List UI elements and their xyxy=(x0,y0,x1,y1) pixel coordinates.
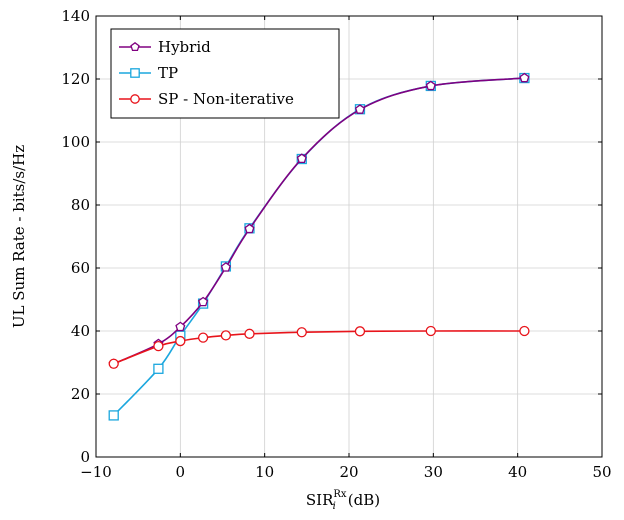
data-point xyxy=(153,340,164,352)
data-point xyxy=(153,363,164,374)
y-tick-label: 120 xyxy=(61,70,90,88)
data-point xyxy=(296,327,307,338)
legend-label: TP xyxy=(158,64,178,82)
legend-label: SP - Non-iterative xyxy=(158,90,294,108)
x-tick-label: 30 xyxy=(424,463,443,481)
data-point xyxy=(296,153,307,163)
x-tick-label: 20 xyxy=(339,463,358,481)
data-point xyxy=(175,321,186,332)
y-tick-label: 40 xyxy=(71,322,90,340)
legend-entry: TP xyxy=(119,64,178,82)
series-layer xyxy=(108,72,530,421)
data-point xyxy=(354,104,366,114)
series-line xyxy=(113,77,525,365)
series-tp xyxy=(108,72,530,421)
data-point xyxy=(244,223,255,234)
y-tick-label: 100 xyxy=(61,133,90,151)
legend-label: Hybrid xyxy=(158,38,211,56)
legend-entry: Hybrid xyxy=(119,38,211,56)
series-line xyxy=(113,330,525,365)
y-axis-label: UL Sum Rate - bits/s/Hz xyxy=(10,145,28,328)
data-point xyxy=(130,68,140,78)
data-point xyxy=(244,328,255,339)
data-point xyxy=(519,72,530,83)
data-point xyxy=(220,330,232,341)
data-point xyxy=(519,325,530,337)
data-point xyxy=(220,262,231,272)
data-point xyxy=(198,296,209,307)
y-tick-label: 0 xyxy=(80,448,90,466)
x-axis-label-sup: Rx xyxy=(333,489,347,500)
series-line xyxy=(113,77,525,416)
series-sp-non-iterative xyxy=(108,325,530,369)
y-tick-label: 80 xyxy=(71,196,90,214)
legend-entry: SP - Non-iterative xyxy=(119,90,294,108)
y-tick-label: 140 xyxy=(61,7,90,25)
data-point xyxy=(197,332,209,343)
data-point xyxy=(425,325,436,337)
x-tick-label: −10 xyxy=(80,463,112,481)
data-point xyxy=(108,358,119,369)
x-tick-label: 40 xyxy=(508,463,527,481)
legend: Hybrid TP SP - Non-iterative xyxy=(110,28,340,119)
data-point xyxy=(425,80,436,91)
x-axis-label-sub: i xyxy=(333,501,336,512)
data-point xyxy=(175,335,186,347)
x-tick-label: 10 xyxy=(255,463,274,481)
data-point xyxy=(108,410,119,421)
x-axis-label-main: SIR xyxy=(306,491,334,509)
data-point xyxy=(130,41,140,52)
x-axis-label: SIRRx i (dB) xyxy=(306,489,380,512)
x-axis-label-unit: (dB) xyxy=(348,491,380,509)
y-tick-label: 20 xyxy=(71,385,90,403)
x-tick-label: 50 xyxy=(592,463,611,481)
y-tick-label: 60 xyxy=(71,259,90,277)
x-tick-label: 0 xyxy=(176,463,186,481)
data-point xyxy=(354,326,366,337)
data-point xyxy=(130,94,140,104)
